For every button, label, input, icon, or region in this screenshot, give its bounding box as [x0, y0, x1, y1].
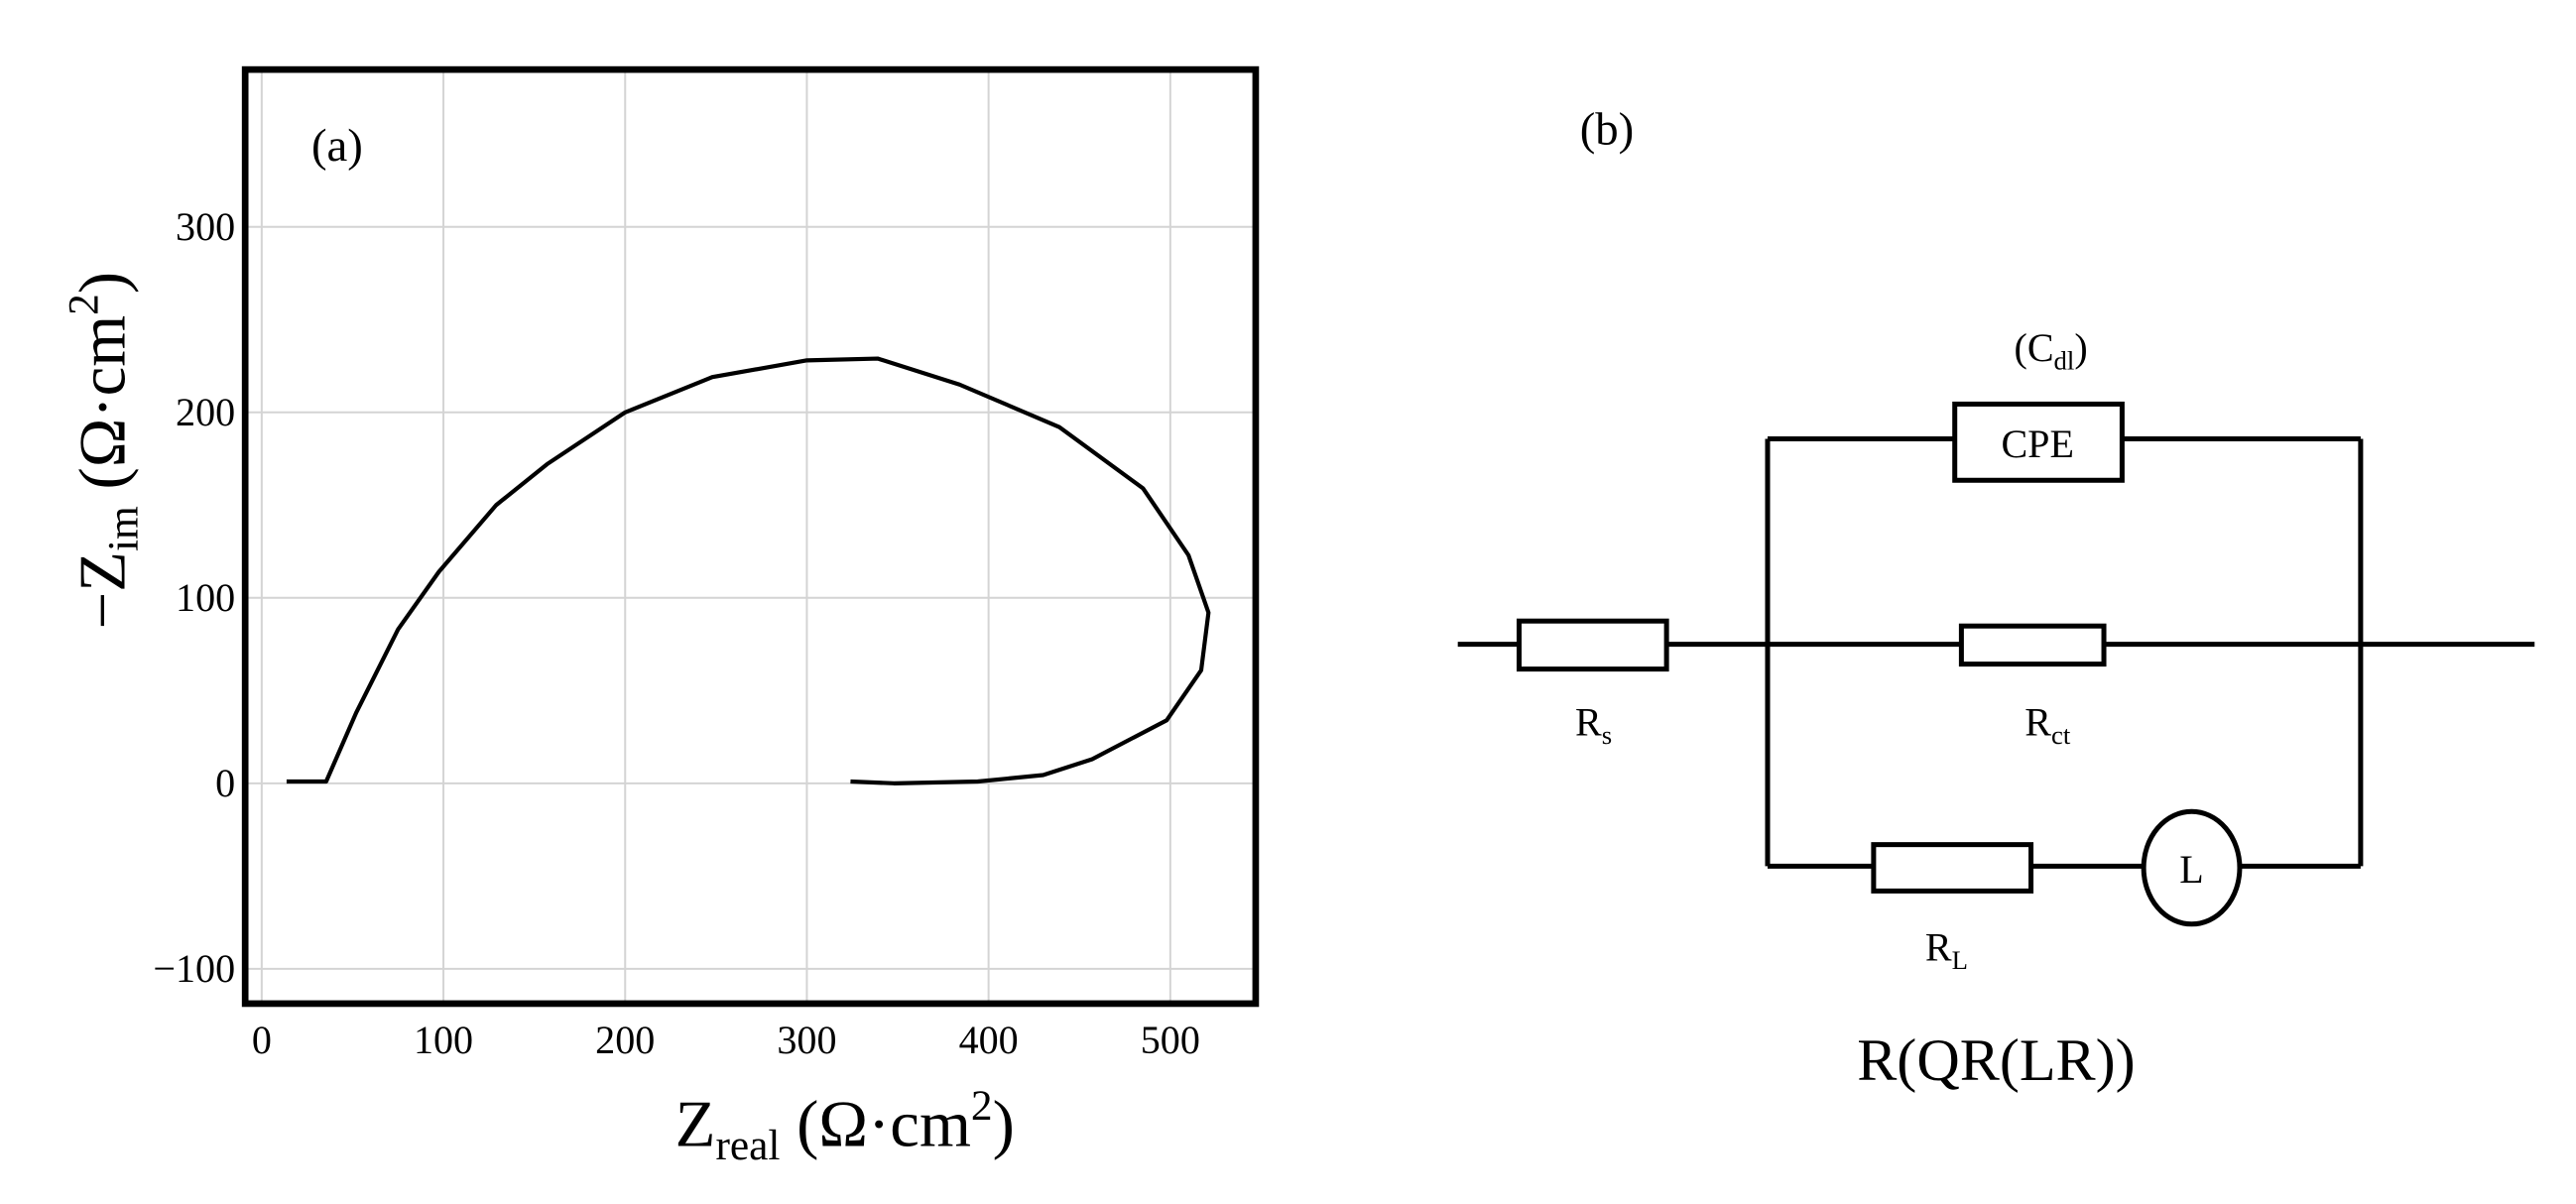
- y-label-close: ): [65, 272, 139, 294]
- y-label-sub: im: [100, 506, 148, 551]
- rl-label: RL: [1925, 925, 1968, 975]
- y-tick-label: −100: [153, 946, 235, 991]
- x-label-close: ): [993, 1088, 1015, 1161]
- x-label-sub: real: [715, 1122, 780, 1169]
- rct-label: Rct: [2024, 699, 2071, 749]
- panel-label: (b): [1580, 103, 1635, 155]
- data-line: [286, 356, 1211, 785]
- x-tick-label: 400: [959, 1018, 1019, 1062]
- cdl-label: (Cdl): [2014, 325, 2087, 375]
- y-axis-label: −Zim (Ω·cm2): [61, 272, 148, 630]
- x-axis-label: Zreal (Ω·cm2): [675, 1082, 1015, 1169]
- cdl-sub: dl: [2054, 345, 2075, 375]
- cdl-close: ): [2074, 325, 2087, 370]
- resistor-rs: [1516, 618, 1669, 672]
- y-tick-label: 300: [176, 204, 235, 249]
- x-tick-label: 500: [1141, 1018, 1200, 1062]
- y-label-unit: (Ω·cm: [65, 315, 139, 506]
- circuit: (b) CPE L (Cdl) Rs Rct RL R(QR(LR)): [1457, 103, 2535, 1094]
- y-tick-label: 100: [176, 575, 235, 620]
- resistor-rl: [1871, 842, 2034, 894]
- y-label-sup: 2: [61, 294, 108, 315]
- x-tick-label: 200: [595, 1018, 655, 1062]
- x-tick-label: 100: [414, 1018, 473, 1062]
- cdl-open: (C: [2014, 325, 2053, 370]
- x-label-unit: (Ω·cm: [780, 1088, 970, 1161]
- plot-frame: [241, 65, 1260, 1008]
- resistor-rct: [1958, 623, 2107, 667]
- x-tick-label: 300: [777, 1018, 836, 1062]
- y-tick-label: 200: [176, 390, 235, 434]
- rct-symbol: R: [2024, 699, 2051, 744]
- y-label-main: −Z: [65, 551, 139, 629]
- x-label-sup: 2: [971, 1082, 993, 1130]
- rs-sub: s: [1602, 720, 1612, 750]
- inductor: [2141, 808, 2243, 927]
- wires: [1457, 436, 2535, 869]
- rct-sub: ct: [2051, 720, 2071, 750]
- y-tick-label: 0: [215, 761, 235, 805]
- x-label-main: Z: [675, 1088, 716, 1161]
- rs-label: Rs: [1575, 699, 1612, 749]
- plot-area: [245, 69, 1256, 1004]
- cpe-label: CPE: [2001, 421, 2073, 466]
- panel-label: (a): [311, 120, 363, 172]
- cpe-element: [1952, 401, 2125, 483]
- circuit-formula: R(QR(LR)): [1857, 1027, 2136, 1094]
- x-tick-label: 0: [252, 1018, 272, 1062]
- inductor-label: L: [2179, 847, 2203, 892]
- rl-sub: L: [1952, 945, 1968, 975]
- rl-symbol: R: [1925, 925, 1952, 970]
- rs-symbol: R: [1575, 699, 1602, 744]
